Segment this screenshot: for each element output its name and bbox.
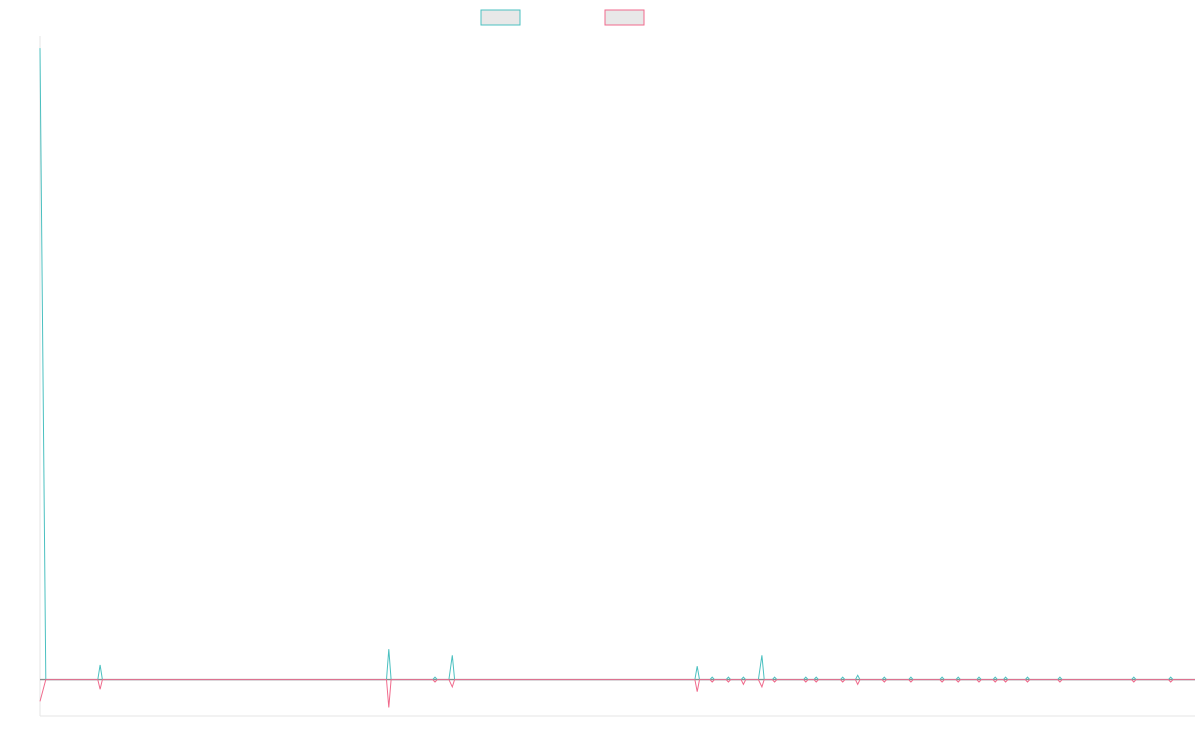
legend-swatch-series-2[interactable] xyxy=(604,9,645,26)
legend-swatch-series-1[interactable] xyxy=(480,9,521,26)
series-line-2[interactable] xyxy=(39,679,1195,708)
series-line-1[interactable] xyxy=(39,48,1195,681)
legend[interactable] xyxy=(480,9,645,26)
series-layer xyxy=(39,48,1195,708)
